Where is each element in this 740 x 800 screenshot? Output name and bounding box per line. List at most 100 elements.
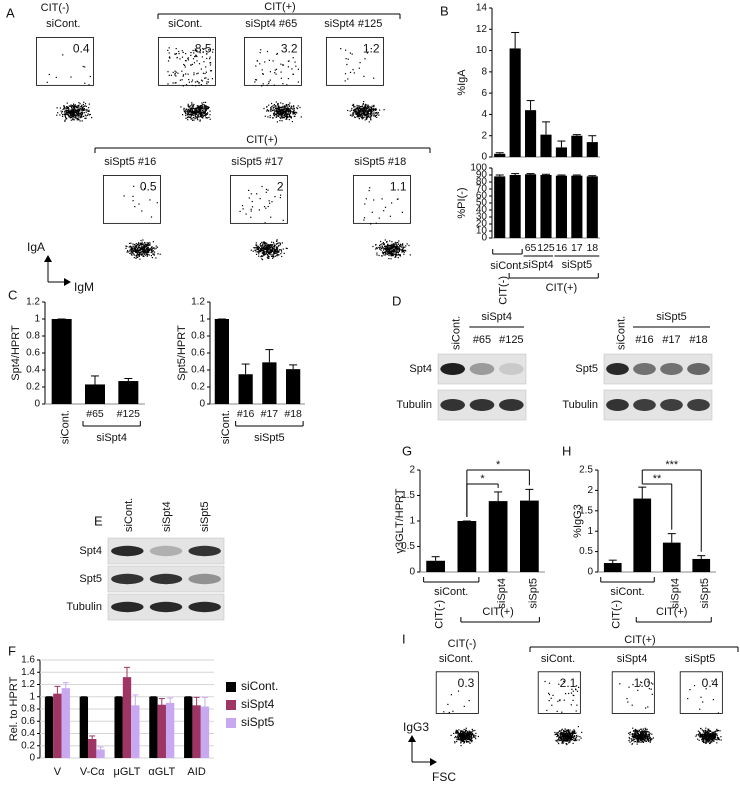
event-dot xyxy=(193,74,195,76)
event-dot xyxy=(648,735,650,738)
event-dot xyxy=(264,61,266,63)
event-dot xyxy=(136,243,139,246)
event-dot xyxy=(64,120,66,122)
event-dot xyxy=(395,251,397,253)
event-dot xyxy=(248,197,250,199)
event-dot xyxy=(133,244,135,246)
event-dot xyxy=(208,106,210,109)
event-dot xyxy=(269,249,271,251)
y-tick-label: 2.5 xyxy=(579,465,593,476)
event-dot xyxy=(366,115,368,117)
event-dot xyxy=(384,254,387,256)
event-dot xyxy=(703,736,706,738)
event-dot xyxy=(697,733,699,736)
event-dot xyxy=(710,730,712,732)
event-dot xyxy=(193,52,195,54)
event-dot xyxy=(138,243,140,245)
event-dot xyxy=(385,249,387,251)
event-dot xyxy=(84,82,86,84)
event-dot xyxy=(567,738,569,740)
event-dot xyxy=(703,733,705,735)
event-dot xyxy=(282,219,284,221)
event-dot xyxy=(291,105,293,107)
event-dot xyxy=(81,111,83,113)
event-dot xyxy=(268,200,270,202)
event-dot xyxy=(175,53,177,55)
event-dot xyxy=(392,253,394,255)
event-dot xyxy=(561,734,563,736)
event-dot xyxy=(143,248,146,250)
event-dot xyxy=(396,249,399,251)
event-dot xyxy=(140,243,142,245)
event-dot xyxy=(551,704,553,706)
event-dot xyxy=(64,113,66,115)
event-dot xyxy=(716,734,718,737)
event-dot xyxy=(281,120,283,122)
event-dot xyxy=(190,115,192,117)
event-dot xyxy=(133,250,135,252)
event-dot xyxy=(638,741,640,743)
event-dot xyxy=(155,247,157,249)
event-dot xyxy=(291,121,293,123)
event-dot xyxy=(572,742,574,744)
event-dot xyxy=(152,247,154,249)
event-dot xyxy=(359,115,361,117)
event-dot xyxy=(640,732,642,734)
event-dot xyxy=(638,729,640,731)
blot-band xyxy=(111,573,144,585)
y-tick-label: 40 xyxy=(476,205,488,216)
event-dot xyxy=(381,251,384,253)
event-dot xyxy=(268,257,270,259)
event-dot xyxy=(645,735,647,737)
event-dot xyxy=(245,213,247,215)
event-dot xyxy=(77,114,80,116)
event-dot xyxy=(288,110,290,112)
event-dot xyxy=(127,250,129,252)
event-dot xyxy=(362,117,364,119)
row-label: Spt5 xyxy=(575,363,598,375)
event-dot xyxy=(250,208,252,210)
event-dot xyxy=(365,103,367,105)
event-dot xyxy=(559,739,561,742)
event-dot xyxy=(402,249,404,251)
event-dot xyxy=(368,110,370,112)
event-dot xyxy=(276,105,278,107)
event-dot xyxy=(465,732,467,734)
event-dot xyxy=(398,246,400,248)
event-dot xyxy=(569,732,571,734)
event-dot xyxy=(711,732,714,734)
event-dot xyxy=(560,738,563,740)
event-dot xyxy=(706,738,708,741)
event-dot xyxy=(708,737,710,739)
event-dot xyxy=(349,110,351,112)
event-dot xyxy=(277,245,280,247)
event-dot xyxy=(708,733,710,735)
event-dot xyxy=(357,115,359,117)
event-dot xyxy=(269,202,271,204)
event-dot xyxy=(178,53,180,55)
event-dot xyxy=(386,241,388,243)
row-label: Spt4 xyxy=(79,545,102,557)
event-dot xyxy=(569,740,571,742)
event-dot xyxy=(88,109,90,111)
event-dot xyxy=(295,65,297,67)
event-dot xyxy=(273,252,275,254)
event-dot xyxy=(474,729,476,732)
event-dot xyxy=(463,728,465,731)
event-dot xyxy=(287,78,289,80)
event-dot xyxy=(579,736,581,738)
event-dot xyxy=(184,111,186,113)
event-dot xyxy=(257,245,259,247)
plot-name: siCont. xyxy=(439,653,473,665)
event-dot xyxy=(707,735,709,737)
lane-label: #17 xyxy=(662,334,680,346)
event-dot xyxy=(698,739,700,741)
event-dot xyxy=(392,246,394,248)
event-dot xyxy=(471,730,474,732)
event-dot xyxy=(381,243,383,245)
x-tick-label: siSpt4 xyxy=(496,578,508,609)
event-dot xyxy=(634,730,636,732)
event-dot xyxy=(396,254,398,256)
bar xyxy=(509,48,521,157)
